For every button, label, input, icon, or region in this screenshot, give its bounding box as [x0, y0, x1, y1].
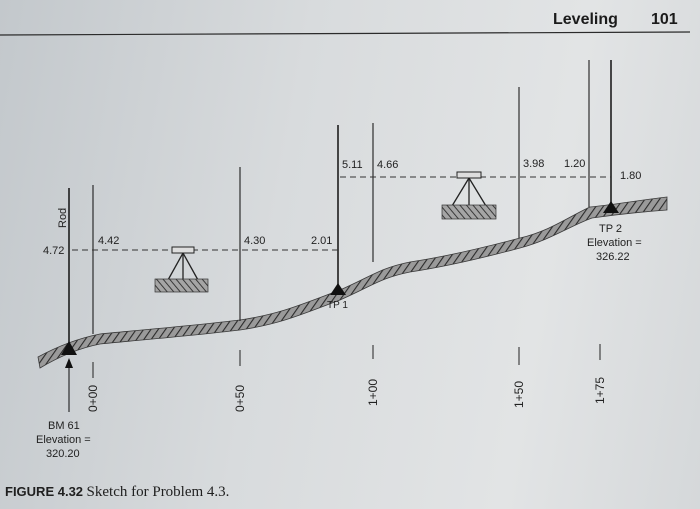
station-label-1-00: 1+00 — [366, 379, 380, 406]
reading-1-50: 3.98 — [523, 158, 544, 170]
station-label-1-50: 1+50 — [512, 381, 526, 408]
reading-fs-tp2: 1.80 — [620, 170, 641, 182]
tp2-elevation-label: Elevation = — [587, 237, 642, 249]
header-rule — [0, 31, 691, 36]
tp2-marker-icon — [603, 201, 619, 213]
section-title: Leveling — [553, 11, 618, 28]
station-label-0-50: 0+50 — [233, 385, 247, 412]
running-head: Leveling 101 — [0, 0, 700, 36]
reading-bm-rod: 4.72 — [43, 245, 64, 257]
level-instrument-2 — [441, 171, 497, 220]
bm-elevation-value: 320.20 — [46, 448, 80, 460]
reading-1-75: 1.20 — [564, 158, 585, 170]
reading-0-50: 4.30 — [244, 235, 265, 247]
caption-label: FIGURE 4.32 — [5, 484, 84, 499]
bm-elevation-label: Elevation = — [36, 434, 91, 446]
bm-label: BM 61 — [48, 420, 80, 432]
caption-text: Sketch for Problem 4.3. — [86, 484, 230, 500]
bm-marker-icon — [61, 341, 77, 355]
tp1-label: TP 1 — [327, 300, 348, 311]
reading-fs-tp1: 2.01 — [311, 235, 332, 247]
ground-profile — [37, 196, 668, 369]
page-number: 101 — [651, 11, 678, 28]
station-label-0-00: 0+00 — [86, 385, 100, 412]
station-label-1-75: 1+75 — [593, 377, 607, 404]
reading-bs1: 4.42 — [98, 235, 119, 247]
tp2-label: TP 2 — [599, 223, 622, 235]
reading-bs-tp1: 5.11 — [342, 159, 363, 171]
figure-caption: FIGURE 4.32 Sketch for Problem 4.3. — [5, 484, 229, 501]
rod-label: Rod — [57, 208, 69, 228]
tp2-elevation-value: 326.22 — [596, 251, 630, 263]
tp1-marker-icon — [330, 283, 346, 295]
reading-1-00: 4.66 — [377, 159, 398, 171]
bm-arrow-icon — [65, 358, 73, 368]
level-instrument-1 — [154, 246, 209, 293]
